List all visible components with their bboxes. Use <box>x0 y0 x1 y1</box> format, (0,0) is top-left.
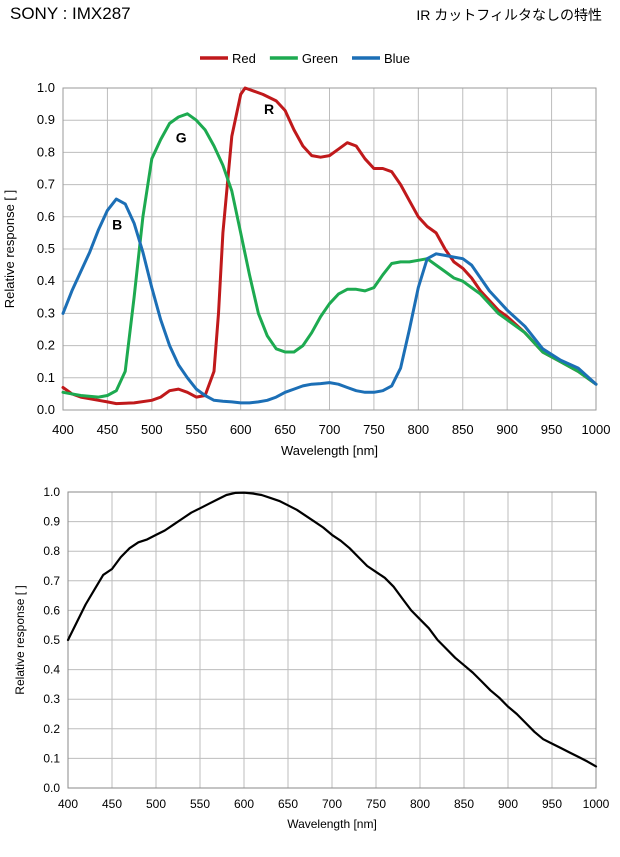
x-tick-label: 400 <box>52 422 74 437</box>
x-tick-label: 800 <box>407 422 429 437</box>
y-tick-label: 0.7 <box>43 574 60 588</box>
y-tick-label: 0.1 <box>37 370 55 385</box>
x-tick-label: 700 <box>322 797 342 811</box>
x-tick-label: 700 <box>319 422 341 437</box>
legend-label-green: Green <box>302 51 338 66</box>
y-tick-label: 0.0 <box>43 781 60 795</box>
x-tick-label: 750 <box>363 422 385 437</box>
sensor-title: SONY : IMX287 <box>10 4 131 23</box>
y-tick-label: 0.9 <box>43 515 60 529</box>
x-tick-label: 1000 <box>582 422 611 437</box>
x-tick-label: 450 <box>102 797 122 811</box>
y-tick-label: 0.6 <box>37 209 55 224</box>
x-tick-label: 650 <box>278 797 298 811</box>
y-tick-label: 0.4 <box>37 273 55 288</box>
x-tick-label: 400 <box>58 797 78 811</box>
x-tick-label: 850 <box>452 422 474 437</box>
rgb-response-chart: 0.0 0.1 0.2 0.3 0.4 0.5 0.6 0.7 0.8 0.9 1.0 400 450 5… <box>2 51 611 458</box>
x-tick-label: 550 <box>185 422 207 437</box>
y-tick-label: 0.2 <box>43 722 60 736</box>
curve-label-g: G <box>176 130 187 146</box>
legend-label-blue: Blue <box>384 51 410 66</box>
y-tick-label: 0.8 <box>43 544 60 558</box>
red-series-line <box>61 86 598 406</box>
x-tick-label: 500 <box>141 422 163 437</box>
response-series-line <box>66 491 598 768</box>
blue-series-line <box>61 197 598 405</box>
y-axis-label: Relative response [ ] <box>2 190 17 309</box>
y-tick-label: 1.0 <box>37 80 55 95</box>
y-tick-label: 0.8 <box>37 144 55 159</box>
y-tick-label: 0.6 <box>43 603 60 617</box>
curve-label-b: B <box>112 217 122 233</box>
y-tick-label: 0.3 <box>43 692 60 706</box>
x-axis-label: Wavelength [nm] <box>287 817 377 831</box>
x-tick-label: 900 <box>498 797 518 811</box>
legend-label-red: Red <box>232 51 256 66</box>
y-tick-label: 1.0 <box>43 485 60 499</box>
y-tick-label: 0.7 <box>37 177 55 192</box>
plot-grid <box>67 491 597 789</box>
x-tick-label: 950 <box>542 797 562 811</box>
x-tick-label: 650 <box>274 422 296 437</box>
x-tick-label: 800 <box>410 797 430 811</box>
y-tick-label: 0.2 <box>37 338 55 353</box>
y-tick-label: 0.1 <box>43 751 60 765</box>
x-tick-label: 900 <box>496 422 518 437</box>
x-tick-label: 750 <box>366 797 386 811</box>
x-tick-label: 600 <box>230 422 252 437</box>
x-tick-label: 500 <box>146 797 166 811</box>
y-tick-label: 0.5 <box>43 633 60 647</box>
x-tick-label: 1000 <box>583 797 610 811</box>
y-tick-label: 0.9 <box>37 112 55 127</box>
plot-frame <box>62 87 597 411</box>
x-tick-label: 450 <box>97 422 119 437</box>
chart-subtitle: IR カットフィルタなしの特性 <box>416 7 602 23</box>
y-tick-label: 0.0 <box>37 402 55 417</box>
x-tick-label: 950 <box>541 422 563 437</box>
x-tick-label: 600 <box>234 797 254 811</box>
x-axis-label: Wavelength [nm] <box>281 443 378 458</box>
y-axis-label: Relative response [ ] <box>13 585 27 694</box>
y-tick-label: 0.5 <box>37 241 55 256</box>
x-tick-label: 850 <box>454 797 474 811</box>
green-series-line <box>61 112 598 399</box>
x-tick-label: 550 <box>190 797 210 811</box>
chart-legend: Red Green Blue <box>200 51 410 66</box>
y-tick-label: 0.3 <box>37 305 55 320</box>
y-tick-label: 0.4 <box>43 663 60 677</box>
curve-label-r: R <box>264 101 274 117</box>
